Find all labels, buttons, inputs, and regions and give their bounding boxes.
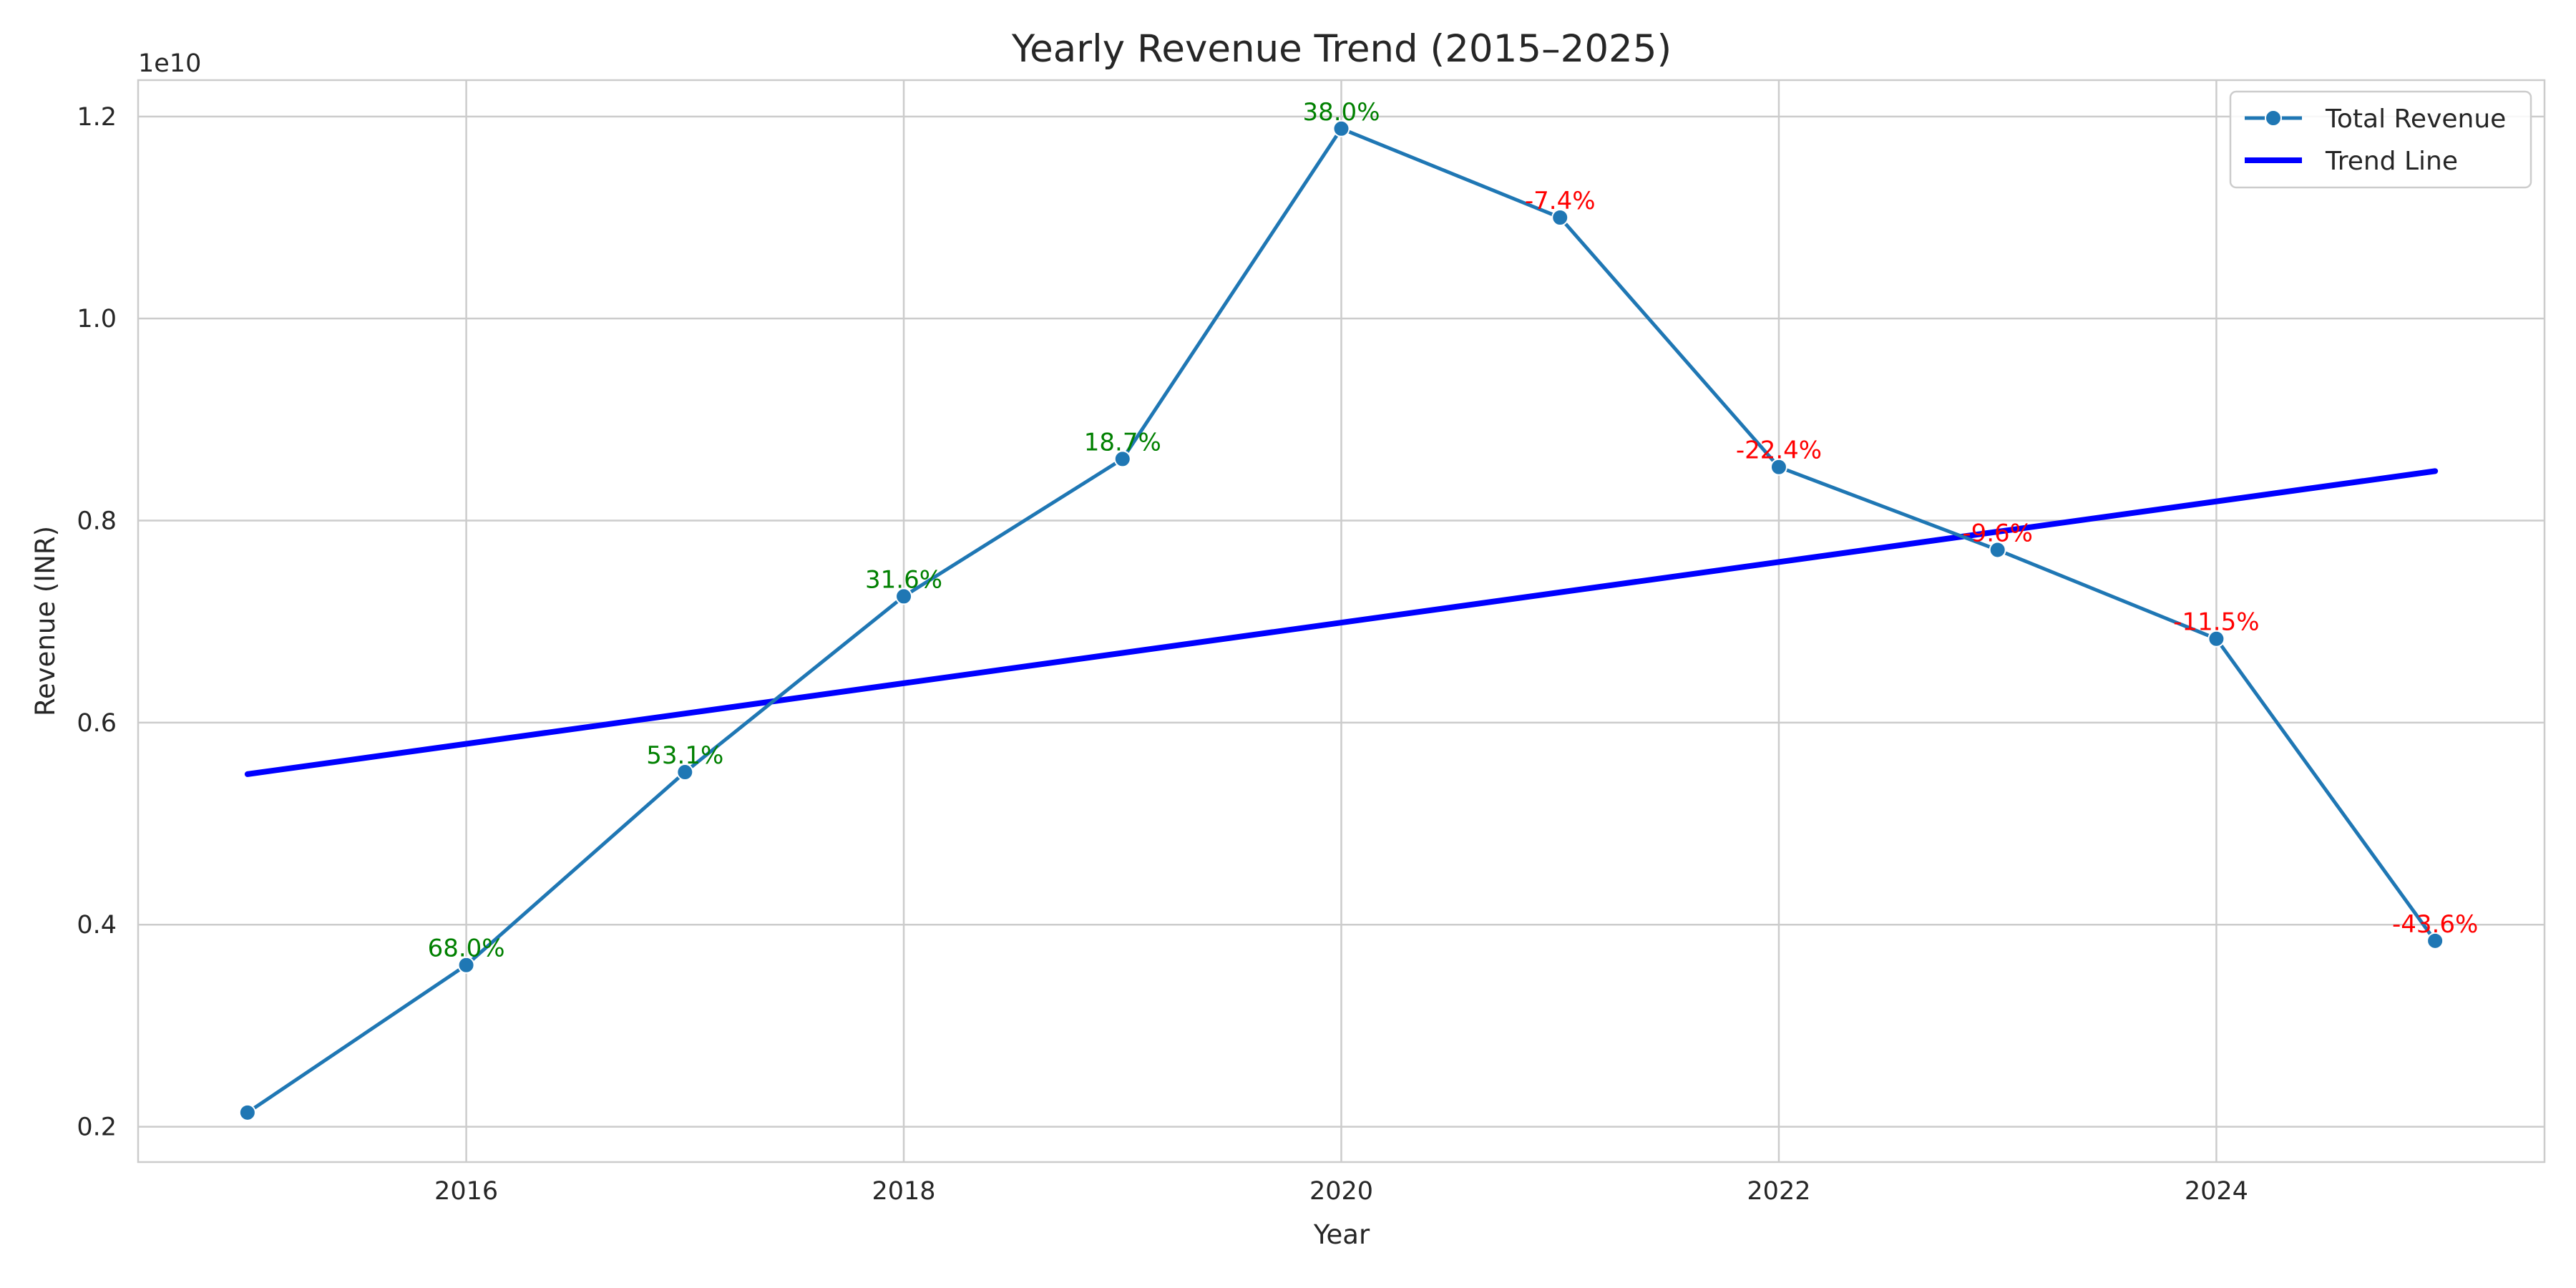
annotations: 68.0% 53.1% 31.6% 18.7% 38.0% -7.4% -22.4% -9.6… xyxy=(428,98,2479,963)
y-tick-label-0.6: 0.6 xyxy=(77,709,117,738)
legend-marker-total-revenue xyxy=(2265,109,2282,127)
growth-label-2022: -22.4% xyxy=(1736,436,1822,465)
revenue-point-2022 xyxy=(1770,458,1787,476)
revenue-point-2020 xyxy=(1332,119,1350,137)
growth-label-2018: 31.6% xyxy=(865,565,942,594)
growth-label-2016: 68.0% xyxy=(428,935,505,963)
revenue-point-2015 xyxy=(238,1103,256,1121)
x-tick-label-2022: 2022 xyxy=(1747,1177,1810,1206)
legend-label-trend-line: Trend Line xyxy=(2325,147,2458,176)
revenue-point-2025 xyxy=(2426,932,2444,950)
revenue-point-2016 xyxy=(457,956,475,974)
y-tick-label-0.8: 0.8 xyxy=(77,507,117,536)
growth-label-2017: 53.1% xyxy=(646,741,723,770)
growth-label-2023: -9.6% xyxy=(1962,519,2033,547)
y-tick-label-1.2: 1.2 xyxy=(77,103,117,132)
revenue-series-layer xyxy=(238,119,2444,1121)
growth-label-2021: -7.4% xyxy=(1525,187,1596,215)
revenue-point-2023 xyxy=(1989,541,2006,559)
trend-line xyxy=(244,468,2439,777)
y-tick-label-1: 1.0 xyxy=(77,305,117,333)
legend-label-total-revenue: Total Revenue xyxy=(2325,104,2506,134)
y-axis-title: Revenue (INR) xyxy=(30,526,61,716)
y-tick-label-0.2: 0.2 xyxy=(77,1113,117,1142)
revenue-point-2018 xyxy=(895,587,913,605)
x-tick-label-2020: 2020 xyxy=(1309,1177,1373,1206)
x-tick-label-2024: 2024 xyxy=(2185,1177,2248,1206)
growth-label-2019: 18.7% xyxy=(1084,428,1161,457)
chart-title: Yearly Revenue Trend (2015–2025) xyxy=(1011,27,1672,71)
y-axis-scale-label: 1e10 xyxy=(138,49,201,78)
x-tick-label-2018: 2018 xyxy=(872,1177,936,1206)
trend-line-layer xyxy=(244,468,2439,777)
y-axis-ticks: 0.2 0.4 0.6 0.8 1.0 1.2 xyxy=(77,103,117,1142)
revenue-point-2024 xyxy=(2207,630,2225,648)
x-axis-ticks: 2016 2018 2020 2022 2024 xyxy=(434,1177,2248,1206)
revenue-point-2017 xyxy=(676,763,694,781)
y-tick-label-0.4: 0.4 xyxy=(77,911,117,940)
growth-label-2025: -43.6% xyxy=(2392,910,2478,939)
x-tick-label-2016: 2016 xyxy=(434,1177,498,1206)
growth-label-2020: 38.0% xyxy=(1302,98,1380,127)
growth-label-2024: -11.5% xyxy=(2173,608,2259,637)
revenue-point-2019 xyxy=(1113,450,1131,468)
revenue-point-2021 xyxy=(1551,209,1569,226)
legend: Total Revenue Trend Line xyxy=(2229,90,2532,189)
x-axis-title: Year xyxy=(1313,1219,1370,1250)
plot-frame xyxy=(137,79,2546,1163)
legend-box xyxy=(2229,90,2532,189)
